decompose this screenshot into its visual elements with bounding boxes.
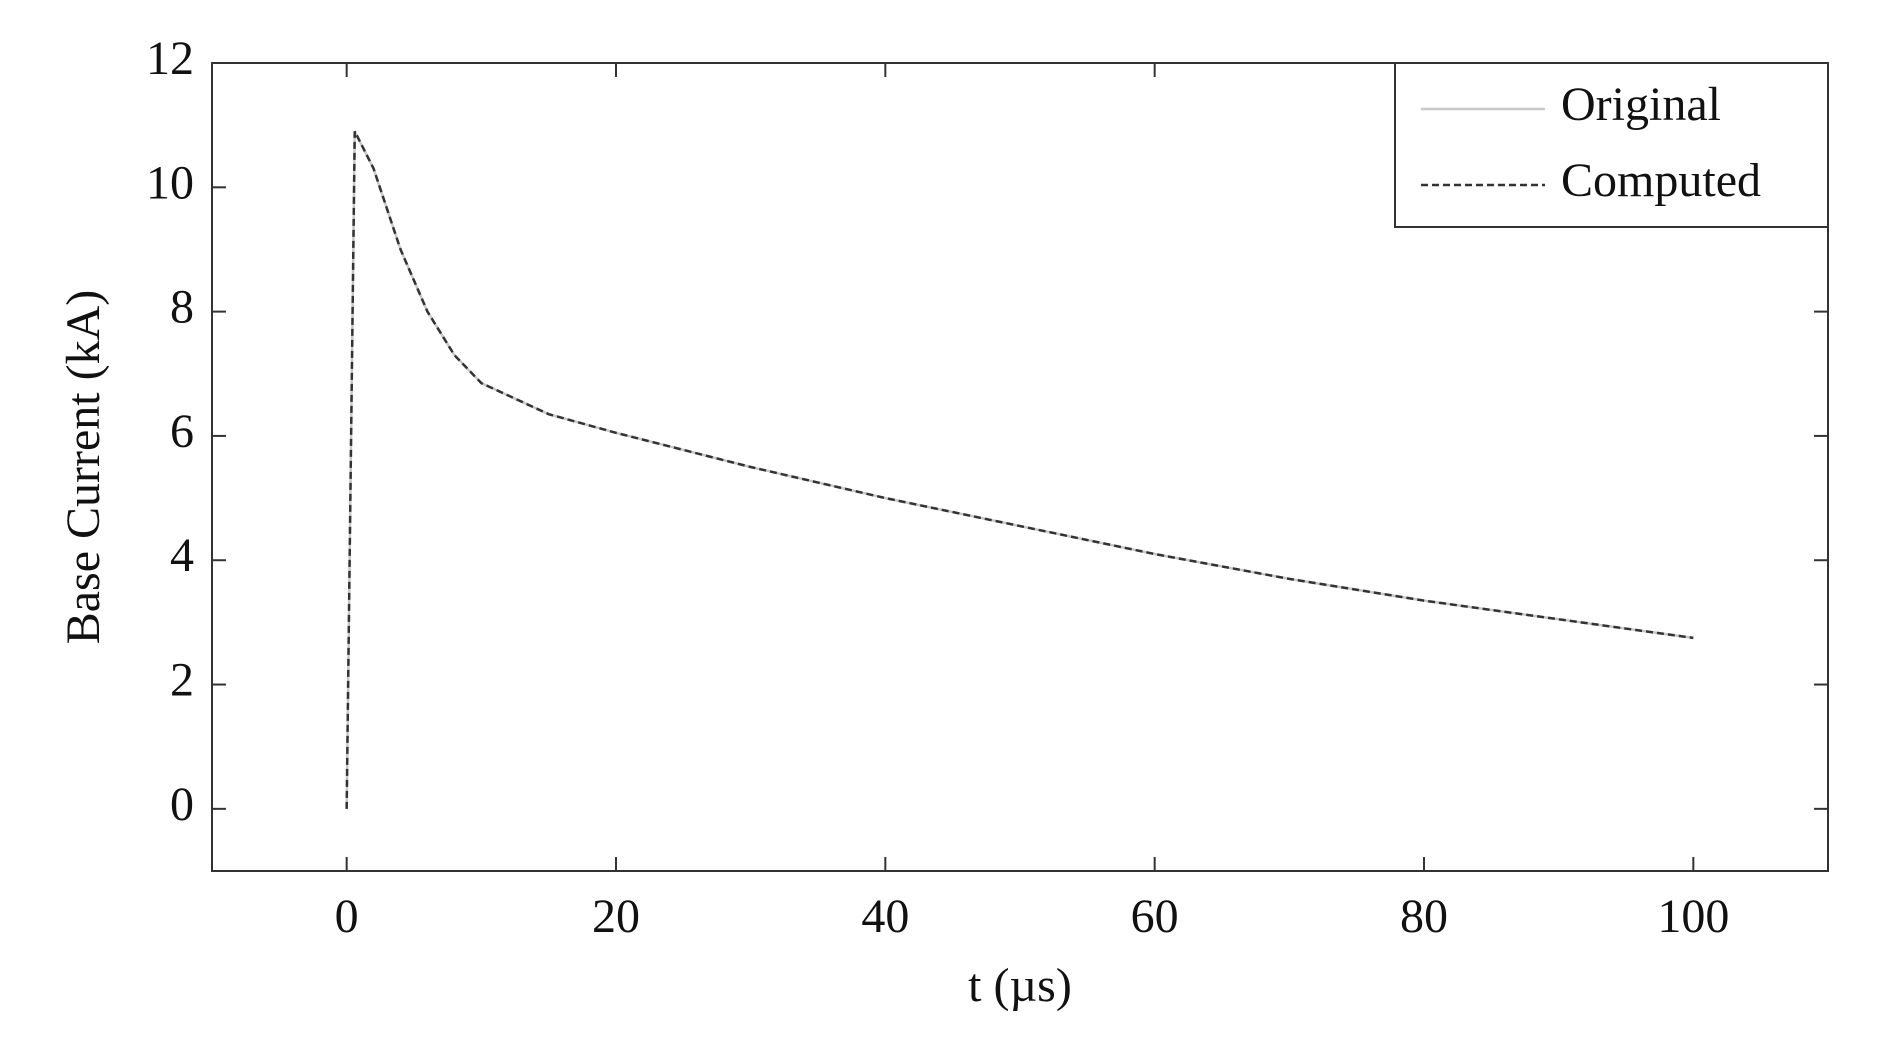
y-tick-label: 8 [170, 281, 194, 334]
y-tick-label: 0 [170, 778, 194, 831]
series-line [345, 130, 1694, 809]
legend-box [1394, 62, 1829, 228]
x-tick-label: 0 [335, 890, 359, 943]
y-tick-label: 4 [170, 529, 194, 582]
x-axis-label: t (µs) [968, 959, 1072, 1012]
plot-frame [211, 62, 1829, 872]
x-tick-label: 20 [592, 890, 640, 943]
y-tick-label: 2 [170, 654, 194, 707]
y-tick-label: 6 [170, 405, 194, 458]
x-tick-label: 80 [1400, 890, 1448, 943]
x-tick-label: 40 [861, 890, 909, 943]
y-tick-label: 10 [146, 156, 194, 209]
y-axis-label: Base Current (kA) [57, 290, 110, 645]
y-tick-label: 12 [146, 32, 194, 85]
x-tick-label: 60 [1131, 890, 1179, 943]
legend-label: Computed [1561, 154, 1761, 207]
legend-label: Original [1561, 78, 1721, 131]
x-tick-label: 100 [1657, 890, 1729, 943]
series-line [345, 130, 1694, 809]
